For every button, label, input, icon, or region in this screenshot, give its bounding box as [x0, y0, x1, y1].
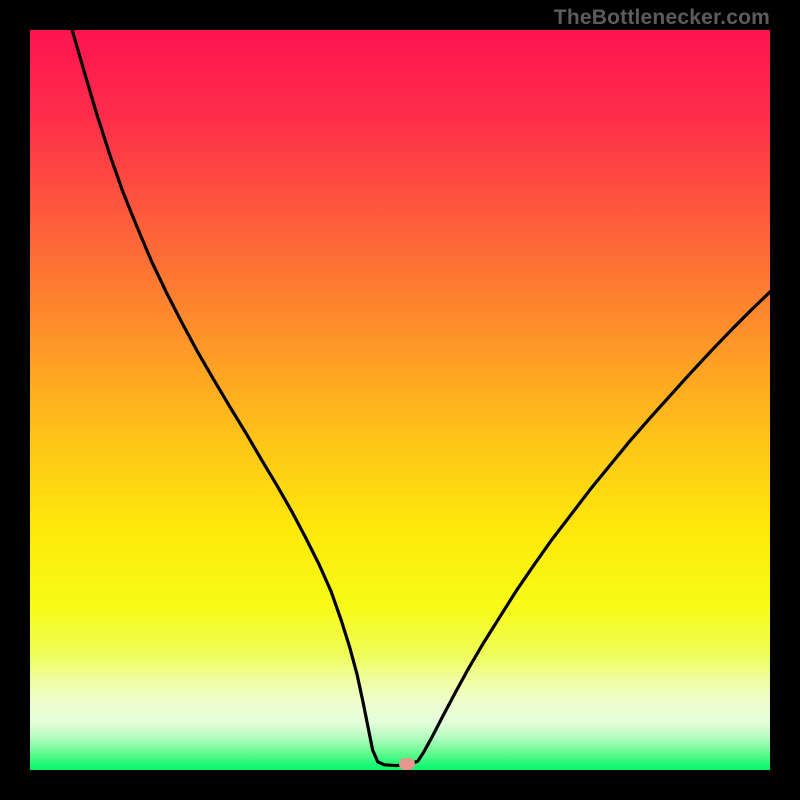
- chart-frame: TheBottlenecker.com: [0, 0, 800, 800]
- bottleneck-curve: [30, 30, 770, 770]
- optimal-point-marker: [399, 758, 415, 770]
- watermark-text: TheBottlenecker.com: [554, 6, 770, 30]
- plot-area: [30, 30, 770, 770]
